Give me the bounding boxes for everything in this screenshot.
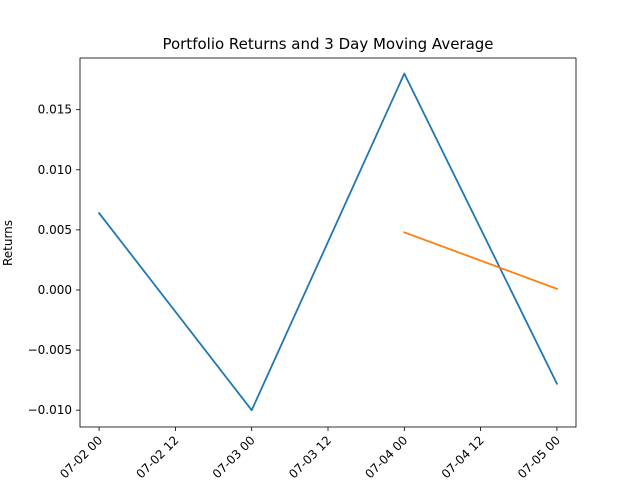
x-tick-label: 07-03 12 <box>286 433 334 480</box>
y-tick-label: 0.005 <box>38 223 72 237</box>
x-tick-label: 07-05 00 <box>515 433 563 480</box>
x-tick-label: 07-02 00 <box>57 433 105 480</box>
x-tick-label: 07-02 12 <box>133 433 181 480</box>
y-tick-label: −0.010 <box>28 403 72 417</box>
x-tick-label: 07-04 00 <box>362 433 410 480</box>
y-tick-label: 0.015 <box>38 103 72 117</box>
x-tick-label: 07-03 00 <box>210 433 258 480</box>
y-tick-label: −0.005 <box>28 343 72 357</box>
x-tick-label: 07-04 12 <box>439 433 487 480</box>
series-layer <box>97 72 559 412</box>
chart-title: Portfolio Returns and 3 Day Moving Avera… <box>162 35 493 53</box>
series-line-1 <box>97 72 559 412</box>
y-tick-label: 0.000 <box>38 283 72 297</box>
y-tick-label: 0.010 <box>38 163 72 177</box>
series-line-2 <box>403 231 559 290</box>
y-axis-label: Returns <box>1 220 15 266</box>
y-axis: 0.015 0.010 0.005 0.000 −0.005 −0.010 <box>28 103 80 417</box>
x-axis: 07-02 00 07-02 12 07-03 00 07-03 12 07-04 00… <box>57 427 563 480</box>
